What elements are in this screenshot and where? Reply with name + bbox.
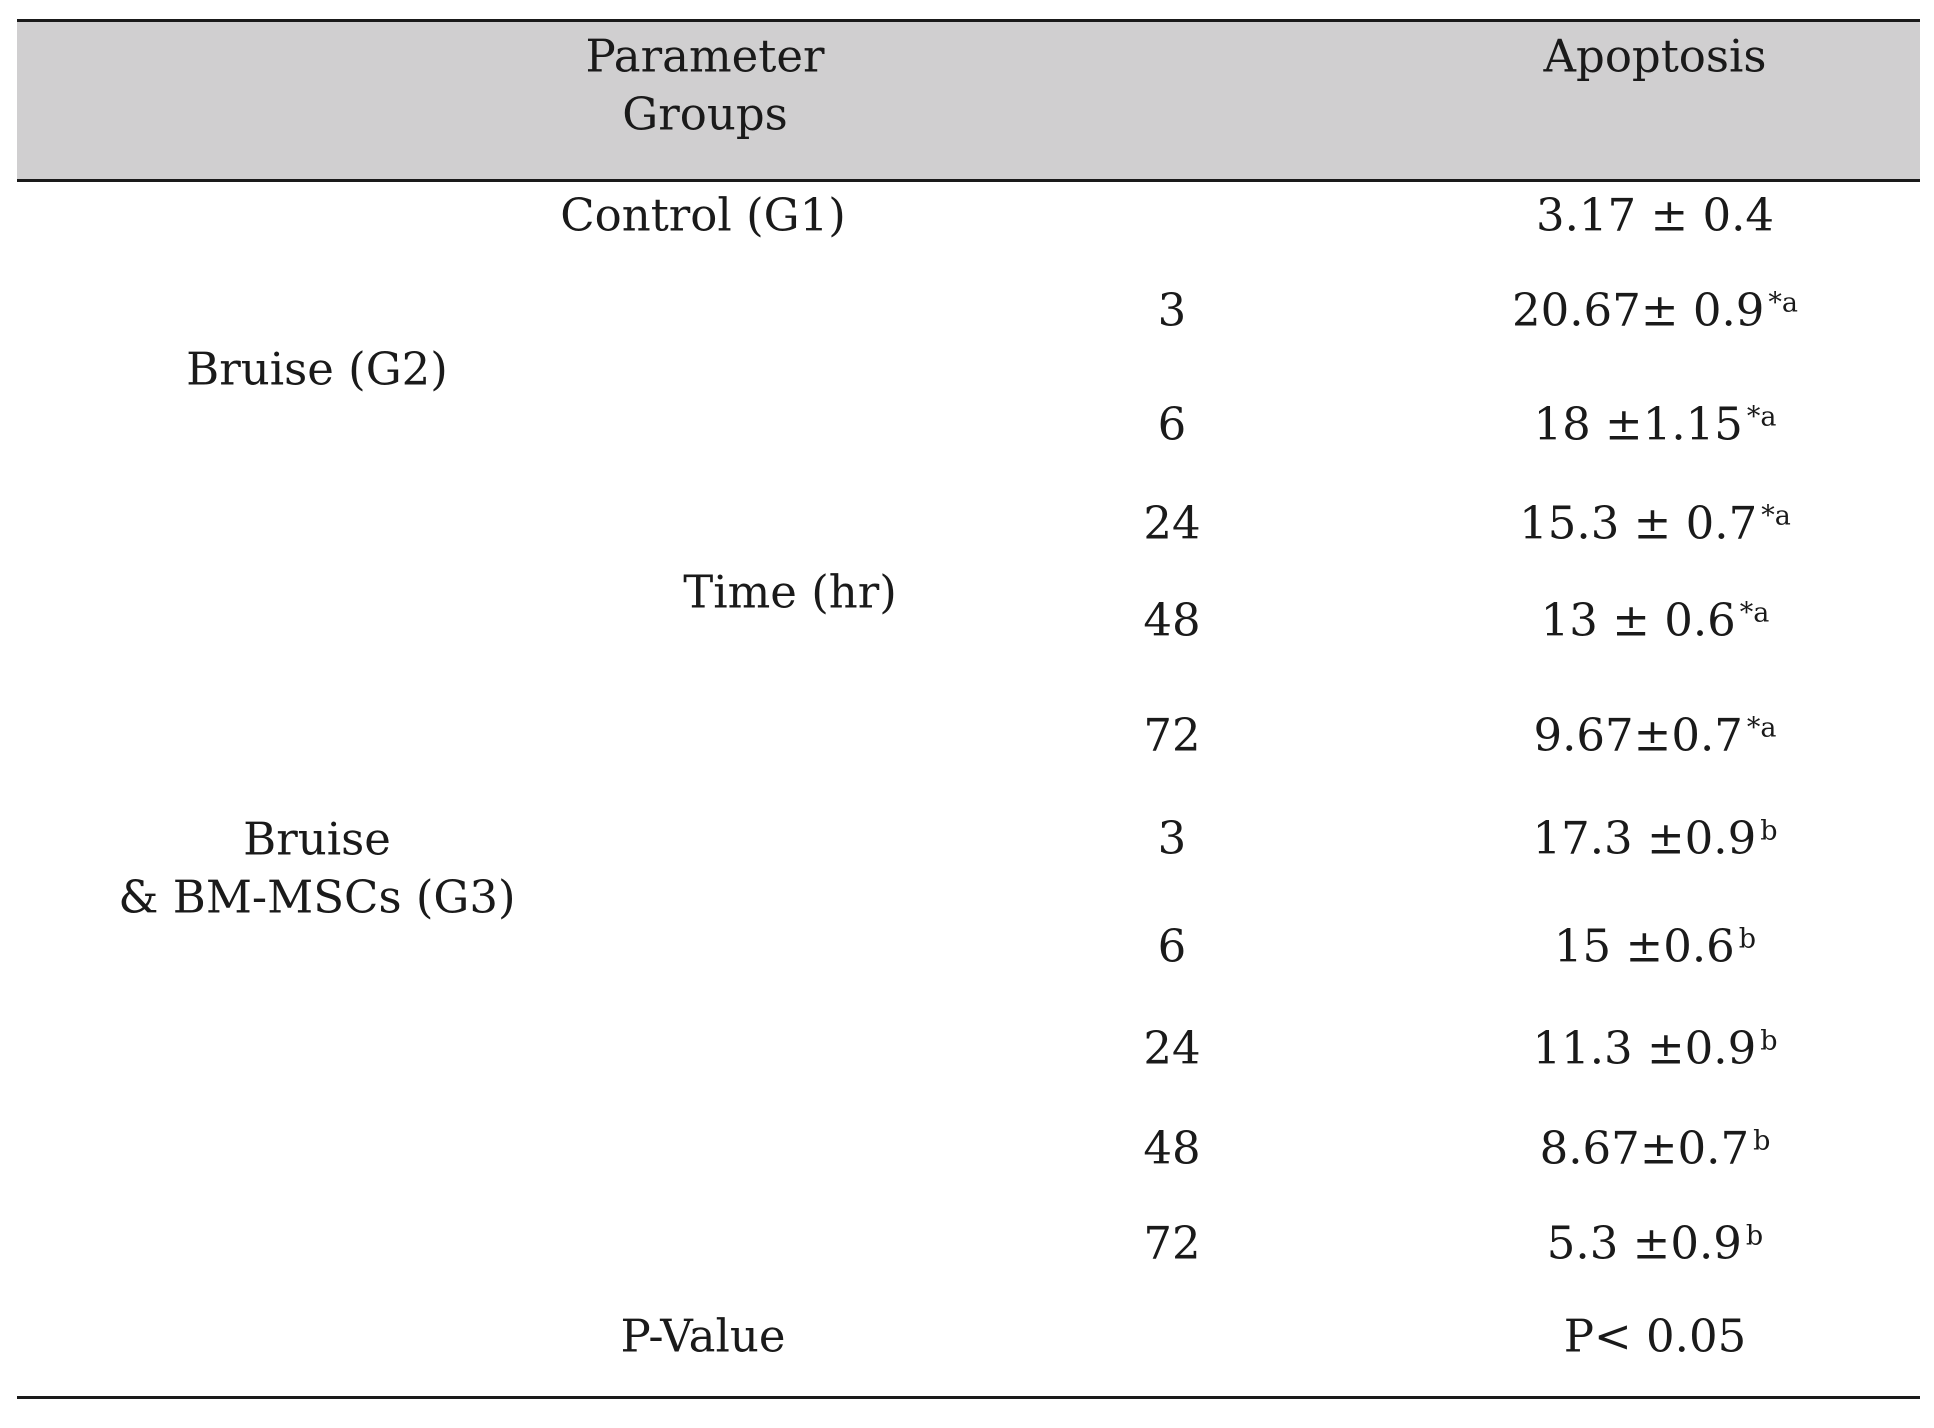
header-bottom-rule <box>17 179 1920 182</box>
g2-value: 13 ± 0.6 <box>1540 593 1736 647</box>
g3-value: 17.3 ±0.9 <box>1532 811 1757 865</box>
g2-time: 48 <box>1143 593 1201 647</box>
g3-superscript: b <box>1738 923 1757 955</box>
g3-time: 72 <box>1143 1216 1201 1270</box>
g3-time: 48 <box>1143 1121 1201 1175</box>
g2-time: 24 <box>1143 496 1201 550</box>
g2-value: 20.67± 0.9 <box>1511 283 1765 337</box>
header-apoptosis: Apoptosis <box>1543 29 1767 83</box>
g3-value-cell: 15 ±0.6 b <box>1554 924 1756 969</box>
g3-time: 24 <box>1143 1021 1201 1075</box>
table-bottom-rule <box>17 1396 1920 1399</box>
control-label: Control (G1) <box>560 188 846 242</box>
g2-value-cell: 20.67± 0.9 *a <box>1512 288 1798 333</box>
g3-label-line1: Bruise <box>243 812 391 866</box>
g3-time: 6 <box>1157 919 1187 973</box>
time-label: Time (hr) <box>683 565 897 619</box>
g3-value-cell: 11.3 ±0.9 b <box>1532 1026 1777 1071</box>
g3-time: 3 <box>1157 811 1187 865</box>
g2-superscript: *a <box>1746 401 1777 433</box>
header-parameter: Parameter <box>585 29 825 83</box>
g2-time: 72 <box>1143 708 1201 762</box>
g3-value: 15 ±0.6 <box>1553 919 1735 973</box>
g2-superscript: *a <box>1761 500 1791 532</box>
table-top-rule <box>17 19 1920 22</box>
g3-value-cell: 5.3 ±0.9 b <box>1547 1221 1763 1266</box>
g2-value-cell: 13 ± 0.6 *a <box>1541 598 1770 643</box>
g3-value: 11.3 ±0.9 <box>1532 1021 1757 1075</box>
g2-time: 3 <box>1157 283 1187 337</box>
g3-superscript: b <box>1745 1220 1764 1252</box>
g2-value: 9.67±0.7 <box>1533 708 1743 762</box>
g3-superscript: b <box>1753 1125 1771 1157</box>
g3-value: 5.3 ±0.9 <box>1546 1216 1742 1270</box>
g2-value: 18 ±1.15 <box>1533 397 1743 451</box>
g3-value: 8.67±0.7 <box>1539 1121 1750 1175</box>
g2-superscript: *a <box>1746 712 1777 744</box>
g2-value-cell: 9.67±0.7 *a <box>1533 713 1776 758</box>
g3-superscript: b <box>1760 815 1778 847</box>
pvalue-value: P< 0.05 <box>1563 1309 1747 1363</box>
g3-value-cell: 8.67±0.7 b <box>1540 1126 1771 1171</box>
g3-superscript: b <box>1760 1025 1778 1057</box>
g2-label: Bruise (G2) <box>186 342 448 396</box>
g2-superscript: *a <box>1768 287 1799 319</box>
g2-time: 6 <box>1157 397 1187 451</box>
g2-value: 15.3 ± 0.7 <box>1519 496 1758 550</box>
header-groups: Groups <box>622 87 788 141</box>
g2-superscript: *a <box>1739 597 1770 629</box>
g2-value-cell: 15.3 ± 0.7 *a <box>1519 501 1791 546</box>
g2-value-cell: 18 ±1.15 *a <box>1533 402 1776 447</box>
g3-label-line2: & BM-MSCs (G3) <box>118 870 516 924</box>
control-value: 3.17 ± 0.4 <box>1535 188 1775 242</box>
table-header-background <box>17 21 1920 179</box>
pvalue-label: P-Value <box>620 1309 786 1363</box>
g3-value-cell: 17.3 ±0.9 b <box>1532 816 1777 861</box>
